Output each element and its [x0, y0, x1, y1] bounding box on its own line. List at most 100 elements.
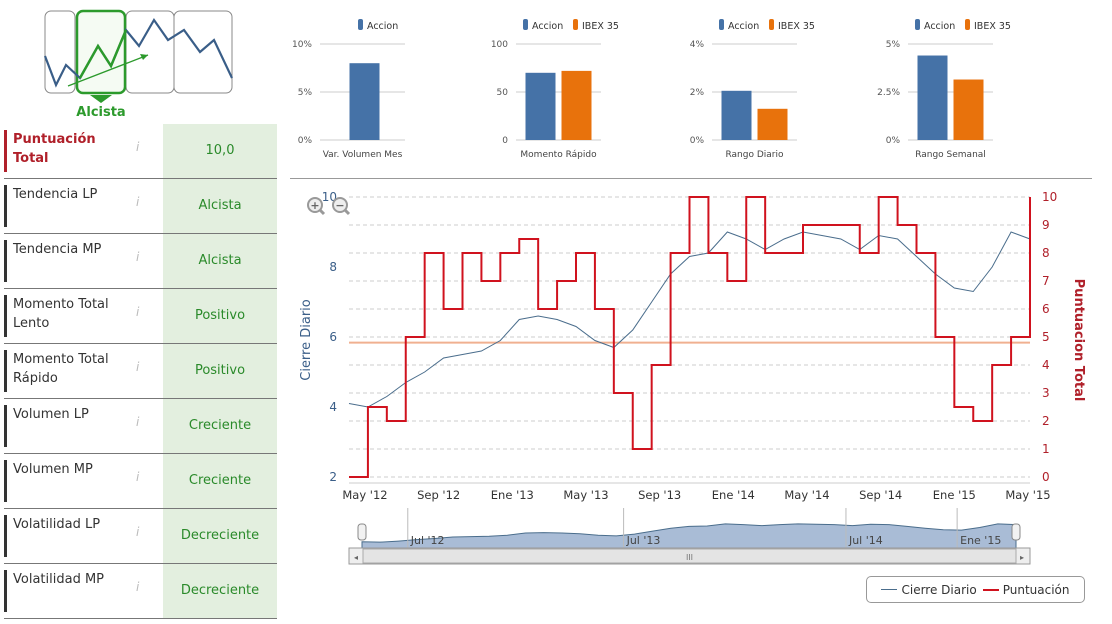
indicator-value: Creciente: [163, 454, 277, 508]
legend-puntuacion[interactable]: Puntuación: [982, 583, 1070, 597]
scrollbar-thumb[interactable]: [362, 548, 1017, 564]
y2-tick: 7: [1042, 274, 1050, 288]
svg-text:III: III: [686, 553, 693, 562]
zoom-in-icon[interactable]: +: [307, 197, 326, 216]
main-chart: 2 4 6 8 10 0 1 2 3 4 5 6 7 8 9 10 Cierre Diario Puntuacio…: [299, 190, 1086, 565]
y2-tick: 3: [1042, 386, 1050, 400]
x-tick: Ene '14: [712, 488, 755, 502]
legend-swatch: [358, 19, 363, 30]
info-icon[interactable]: i: [136, 305, 140, 319]
legend-cierre[interactable]: Cierre Diario: [881, 583, 977, 597]
legend-swatch: [769, 19, 774, 30]
indicator-label: Volumen LP: [4, 405, 134, 447]
y-tick: 2.5%: [877, 88, 900, 98]
y-tick: 8: [329, 260, 337, 274]
info-icon[interactable]: i: [136, 195, 140, 209]
bar-accion[interactable]: [349, 63, 380, 141]
indicator-value: Positivo: [163, 289, 277, 343]
indicator-label: Momento Total Rápido: [4, 350, 134, 392]
navigator[interactable]: Jul '12 Jul '13 Jul '14 Ene '15: [357, 508, 1021, 549]
indicator-value: Alcista: [163, 234, 277, 288]
y2-tick: 0: [1042, 470, 1050, 484]
indicator-label: Volumen MP: [4, 460, 134, 502]
y2-tick: 5: [1042, 330, 1050, 344]
indicator-label: Momento Total Lento: [4, 295, 134, 337]
y-tick: 5%: [298, 88, 313, 98]
info-icon[interactable]: i: [136, 470, 140, 484]
navigator-area: [361, 523, 1017, 549]
bar-chart-3: Accion IBEX 35 0% 2.5% 5% Rango Semanal: [877, 19, 1011, 160]
y-tick: 6: [329, 330, 337, 344]
navigator-handle-left[interactable]: [357, 523, 367, 541]
y-tick: 2%: [690, 88, 705, 98]
navigator-tick: Jul '14: [848, 534, 883, 547]
info-icon[interactable]: i: [136, 525, 140, 539]
x-tick: Sep '13: [638, 488, 681, 502]
y2-axis-title: Puntuacion Total: [1071, 279, 1086, 402]
zoom-out-icon[interactable]: −: [332, 197, 351, 216]
navigator-tick: Jul '13: [626, 534, 661, 547]
indicator-row: Momento Total Lento i Positivo: [4, 289, 277, 344]
legend-label[interactable]: IBEX 35: [778, 21, 815, 32]
legend-label[interactable]: IBEX 35: [582, 21, 619, 32]
x-tick: Ene '15: [933, 488, 976, 502]
legend-label[interactable]: IBEX 35: [974, 21, 1011, 32]
indicator-row: Volumen LP i Creciente: [4, 399, 277, 454]
info-icon[interactable]: i: [136, 580, 140, 594]
indicator-row: Tendencia LP i Alcista: [4, 179, 277, 234]
legend-label[interactable]: Accion: [924, 21, 955, 32]
trend-badge-label: Alcista: [76, 105, 125, 120]
bar-chart-0: Accion 0% 5% 10% Var. Volumen Mes: [292, 19, 405, 160]
bar-ibex-35[interactable]: [757, 108, 788, 140]
y2-tick: 8: [1042, 246, 1050, 260]
indicator-value: Positivo: [163, 344, 277, 398]
y-tick: 0%: [298, 136, 313, 146]
y-tick: 4: [329, 400, 337, 414]
y-tick: 2: [329, 470, 337, 484]
indicator-label: Tendencia MP: [4, 240, 134, 282]
legend-swatch: [915, 19, 920, 30]
scroll-right-icon[interactable]: ▸: [1020, 553, 1024, 562]
svg-text:+: +: [310, 199, 319, 212]
indicator-label: Volatilidad MP: [4, 570, 134, 612]
x-tick: May '13: [563, 488, 608, 502]
y-axis-title: Cierre Diario: [299, 299, 314, 381]
bar-chart-1: Accion IBEX 35 0 50 100 Momento Rápido: [491, 19, 619, 160]
indicator-value: 10,0: [163, 124, 277, 178]
y-tick: 0%: [886, 136, 901, 146]
bar-ibex-35[interactable]: [953, 79, 984, 140]
info-icon[interactable]: i: [136, 250, 140, 264]
legend-label[interactable]: Accion: [532, 21, 563, 32]
y2-tick: 2: [1042, 414, 1050, 428]
y2-tick: 10: [1042, 190, 1057, 204]
y-tick: 4%: [690, 40, 705, 50]
scrollbar[interactable]: III ◂ ▸: [348, 547, 1031, 565]
bar-charts: Accion 0% 5% 10% Var. Volumen Mes Accion IBEX …: [292, 19, 1011, 160]
x-tick: May '14: [784, 488, 829, 502]
indicator-row: Tendencia MP i Alcista: [4, 234, 277, 289]
indicator-row: Volatilidad MP i Decreciente: [4, 564, 277, 619]
navigator-handle-right[interactable]: [1011, 523, 1021, 541]
bar-accion[interactable]: [917, 55, 948, 140]
y2-tick: 9: [1042, 218, 1050, 232]
indicator-row: Momento Total Rápido i Positivo: [4, 344, 277, 399]
legend-swatch: [523, 19, 528, 30]
info-icon[interactable]: i: [136, 360, 140, 374]
info-icon[interactable]: i: [136, 415, 140, 429]
legend-label[interactable]: Accion: [728, 21, 759, 32]
y-tick: 10: [322, 190, 337, 204]
bar-ibex-35[interactable]: [561, 70, 592, 140]
info-icon[interactable]: i: [136, 140, 140, 154]
series-puntuacion: [349, 196, 1031, 478]
bar-chart-2: Accion IBEX 35 0% 2% 4% Rango Diario: [690, 19, 815, 160]
x-tick: Ene '13: [491, 488, 534, 502]
chart-legend: Cierre Diario Puntuación: [866, 576, 1085, 603]
bar-accion[interactable]: [721, 90, 752, 140]
legend-swatch: [719, 19, 724, 30]
y-tick: 100: [491, 40, 508, 50]
legend-label[interactable]: Accion: [367, 21, 398, 32]
legend-swatch: [965, 19, 970, 30]
indicator-row: Volatilidad LP i Decreciente: [4, 509, 277, 564]
bar-accion[interactable]: [525, 72, 556, 140]
scroll-left-icon[interactable]: ◂: [354, 553, 358, 562]
